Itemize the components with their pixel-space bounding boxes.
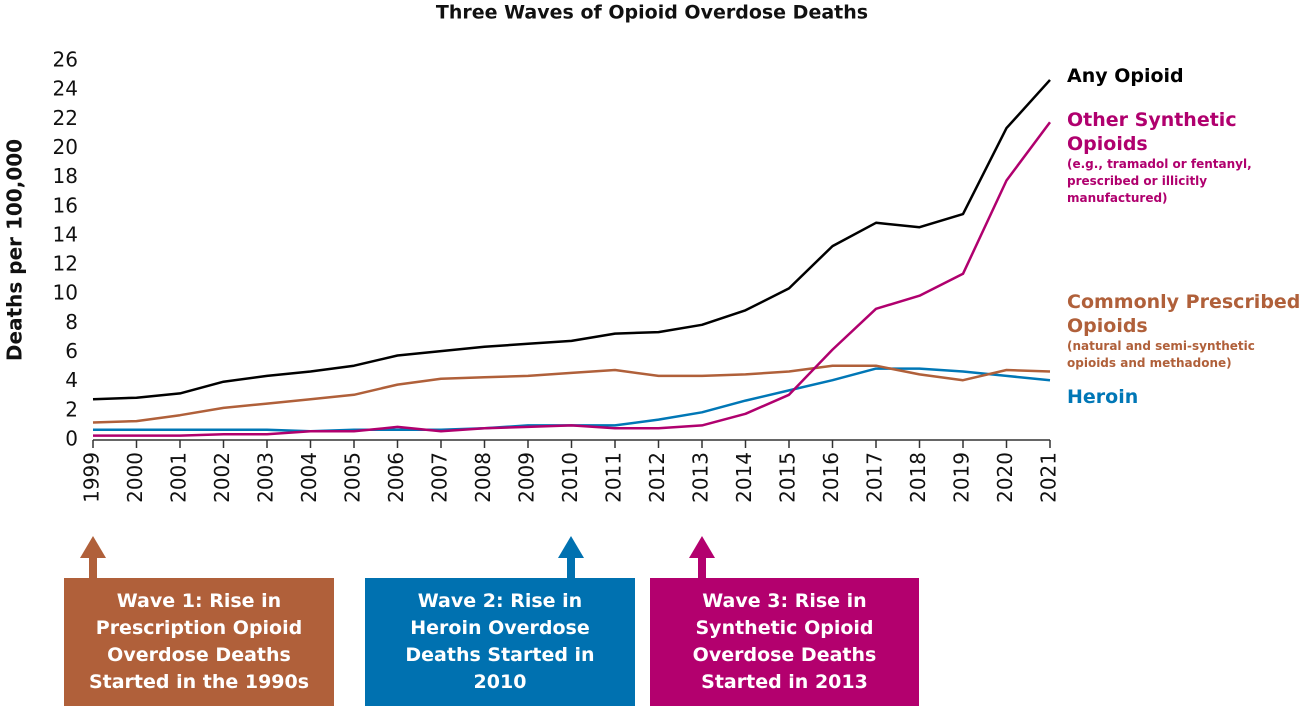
series-line [92,79,1051,401]
legend-entry: Commonly Prescribed Opioids (natural and … [1067,290,1303,372]
legend-label: Commonly Prescribed Opioids [1067,291,1301,337]
wave-arrow-head [558,536,584,558]
y-tick-label: 14 [53,222,78,246]
x-tick-label: 2017 [863,452,887,503]
y-tick-label: 22 [53,106,78,130]
legend-label: Any Opioid [1067,65,1184,87]
y-tick-label: 20 [53,135,78,159]
x-tick-label: 2019 [950,452,974,503]
legend-entry: Any Opioid [1067,64,1303,88]
wave-arrow-stem [698,555,706,579]
x-tick-label: 2001 [167,452,191,503]
legend-note: (e.g., tramadol or fentanyl, prescribed … [1067,157,1252,205]
y-tick-label: 8 [65,310,78,334]
chart-title: Three Waves of Opioid Overdose Deaths [436,2,868,24]
series-line [92,364,1051,424]
x-tick-label: 2020 [993,452,1017,503]
x-tick-label: 2010 [558,452,582,503]
x-tick-label: 2015 [776,452,800,503]
wave-box: Wave 2: Rise in Heroin Overdose Deaths S… [365,578,635,706]
y-tick-label: 24 [53,77,78,101]
x-tick-label: 2002 [210,452,234,503]
x-tick-label: 2011 [602,452,626,503]
y-axis-label: Deaths per 100,000 [3,139,27,361]
y-tick-label: 10 [53,281,78,305]
wave-arrow-stem [89,555,97,579]
y-tick-label: 6 [65,339,78,363]
y-tick-label: 12 [53,252,78,276]
x-tick-label: 2004 [297,452,321,503]
x-tick-label: 2000 [123,452,147,503]
x-tick-label: 2016 [819,452,843,503]
x-tick-label: 2021 [1037,452,1061,503]
x-tick-label: 2007 [428,452,452,503]
wave-arrow-head [689,536,715,558]
x-tick-label: 2012 [645,452,669,503]
x-tick-label: 2008 [471,452,495,503]
x-tick-label: 2003 [254,452,278,503]
x-tick-label: 2009 [515,452,539,503]
x-tick-label: 2013 [689,452,713,503]
y-tick-label: 16 [53,193,78,217]
wave-box: Wave 1: Rise in Prescription Opioid Over… [64,578,334,706]
y-tick-label: 4 [65,368,78,392]
series-line [93,121,1052,437]
y-tick-label: 0 [65,427,78,451]
y-tick-label: 2 [65,397,78,421]
legend-entry: Heroin [1067,385,1303,409]
legend-label: Other Synthetic Opioids [1067,109,1237,155]
wave-box: Wave 3: Rise in Synthetic Opioid Overdos… [650,578,919,706]
series-line [93,367,1051,433]
y-tick-label: 18 [53,164,78,188]
legend-note: (natural and semi-synthetic opioids and … [1067,339,1255,370]
x-tick-label: 2018 [906,452,930,503]
x-tick-label: 2005 [341,452,365,503]
x-tick-label: 2014 [732,452,756,503]
y-tick-label: 26 [53,48,78,72]
x-tick-label: 1999 [80,452,104,503]
wave-arrow-stem [567,555,575,579]
legend-label: Heroin [1067,386,1139,408]
legend-entry: Other Synthetic Opioids (e.g., tramadol o… [1067,108,1303,207]
wave-arrow-head [80,536,106,558]
x-tick-label: 2006 [384,452,408,503]
